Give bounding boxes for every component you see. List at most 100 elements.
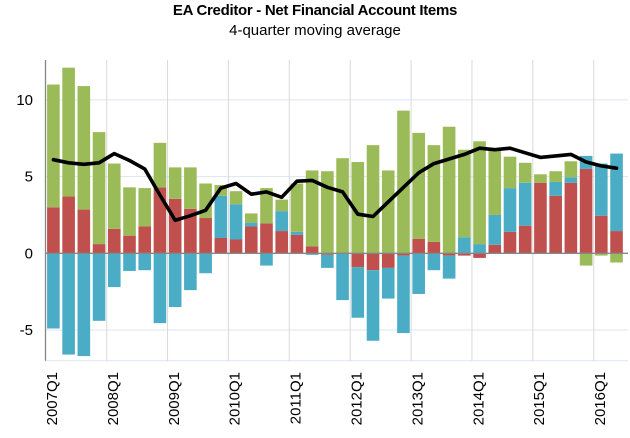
bar-segment-green xyxy=(595,253,608,256)
bar-segment-red xyxy=(199,218,212,254)
y-tick-label: 5 xyxy=(25,169,33,186)
bar-segment-green xyxy=(123,187,136,236)
bar-segment-blue xyxy=(488,214,502,245)
bar-segment-blue xyxy=(366,270,380,341)
bar-segment-blue xyxy=(412,253,425,294)
x-tick-label: 2015Q1 xyxy=(531,372,548,425)
bar-segment-green xyxy=(610,253,623,263)
x-tick-label: 2016Q1 xyxy=(592,372,609,425)
bar-segment-red xyxy=(427,241,441,254)
bar-segment-green xyxy=(47,84,60,208)
bar-segment-red xyxy=(458,253,471,256)
x-tick-label: 2011Q1 xyxy=(288,372,305,424)
bar-segment-red xyxy=(518,225,532,254)
bar-segment-blue xyxy=(549,181,562,196)
bar-segment-red xyxy=(595,215,608,254)
bar-segment-green xyxy=(275,199,288,212)
bar-segment-blue xyxy=(260,253,273,266)
bar-segment-green xyxy=(290,183,304,232)
bar-segment-red xyxy=(351,253,365,268)
bar-segment-green xyxy=(412,132,425,239)
bar-segment-green xyxy=(397,110,410,254)
bar-segment-green xyxy=(366,145,380,254)
bar-segment-green xyxy=(199,183,212,219)
bar-segment-red xyxy=(244,226,258,254)
bar-segment-blue xyxy=(564,177,578,183)
y-tick-labels: -5 0 5 10 xyxy=(16,92,33,339)
bar-segment-red xyxy=(549,195,562,254)
bar-segment-green xyxy=(244,213,258,223)
bar-segment-red xyxy=(488,244,502,254)
bar-segment-blue xyxy=(381,267,395,299)
x-tick-label: 2008Q1 xyxy=(105,372,122,425)
bar-segment-green xyxy=(184,167,197,209)
bar-segment-blue xyxy=(351,267,365,318)
bar-segment-red xyxy=(229,239,243,254)
bar-segment-green xyxy=(336,158,349,254)
bar-segment-blue xyxy=(47,253,60,329)
bar-segment-green xyxy=(442,126,456,254)
bar-segment-red xyxy=(442,253,456,256)
x-tick-label: 2013Q1 xyxy=(409,372,426,425)
bar-segment-red xyxy=(260,223,273,254)
x-tick-label: 2010Q1 xyxy=(227,372,244,425)
bar-segment-red xyxy=(579,168,593,254)
chart-title: EA Creditor - Net Financial Account Item… xyxy=(172,2,458,19)
bar-segment-green xyxy=(534,174,547,183)
bar-segment-green xyxy=(168,167,182,199)
bar-segment-blue xyxy=(427,253,441,271)
bar-segment-red xyxy=(275,231,288,254)
bar-segment-blue xyxy=(503,188,517,232)
bar-segment-red xyxy=(123,235,136,254)
bar-segment-blue xyxy=(397,255,410,334)
y-tick-label: 10 xyxy=(16,92,33,109)
bar-segment-blue xyxy=(244,222,258,227)
bar-segment-blue xyxy=(458,237,471,254)
bar-segment-green xyxy=(564,161,578,178)
bar-segment-green xyxy=(92,132,106,245)
bar-segment-green xyxy=(229,191,243,205)
bar-segment-red xyxy=(77,209,91,254)
bar-segment-red xyxy=(473,253,486,258)
bar-segment-blue xyxy=(184,253,197,291)
bar-segment-red xyxy=(92,244,106,254)
x-tick-labels: 2007Q1 2008Q1 2009Q1 2010Q1 2011Q1 2012Q1 2013… xyxy=(44,372,609,425)
bar-segment-blue xyxy=(107,253,121,288)
bar-segment-green xyxy=(473,141,486,245)
bar-segment-red xyxy=(47,207,60,254)
bar-segment-blue xyxy=(336,253,349,301)
bar-segment-blue xyxy=(123,253,136,271)
axes xyxy=(44,60,628,361)
bar-segment-red xyxy=(397,253,410,256)
bar-segment-red xyxy=(138,226,152,254)
bar-segment-red xyxy=(503,231,517,254)
bar-segment-blue xyxy=(442,255,456,279)
bar-segment-blue xyxy=(610,153,623,232)
bar-segment-green xyxy=(77,86,91,210)
bar-segment-blue xyxy=(275,211,288,232)
bar-segment-blue xyxy=(290,231,304,235)
bar-segment-green xyxy=(488,150,502,215)
bar-segment-green xyxy=(458,149,471,238)
bar-segment-blue xyxy=(199,253,212,274)
bar-segment-red xyxy=(214,237,228,254)
x-tick-label: 2014Q1 xyxy=(470,372,487,425)
bar-segment-red xyxy=(321,253,334,255)
bar-segment-red xyxy=(366,253,380,271)
bar-segment-red xyxy=(412,238,425,254)
bar-segment-blue xyxy=(153,253,167,324)
bar-segment-blue xyxy=(62,253,75,355)
bar-segment-green xyxy=(260,188,273,224)
bar-segment-blue xyxy=(321,254,334,268)
bar-segment-blue xyxy=(92,253,106,321)
chart-subtitle: 4-quarter moving average xyxy=(229,22,401,39)
bar-segment-green xyxy=(549,171,562,182)
bar-segment-blue xyxy=(168,253,182,308)
bar-segment-red xyxy=(168,198,182,254)
bar-segment-red xyxy=(184,208,197,254)
bar-segment-green xyxy=(153,142,167,188)
bar-segment-green xyxy=(321,171,334,254)
bar-segment-red xyxy=(290,234,304,254)
moving-average-line xyxy=(51,146,619,223)
x-tick-label: 2012Q1 xyxy=(349,372,366,425)
